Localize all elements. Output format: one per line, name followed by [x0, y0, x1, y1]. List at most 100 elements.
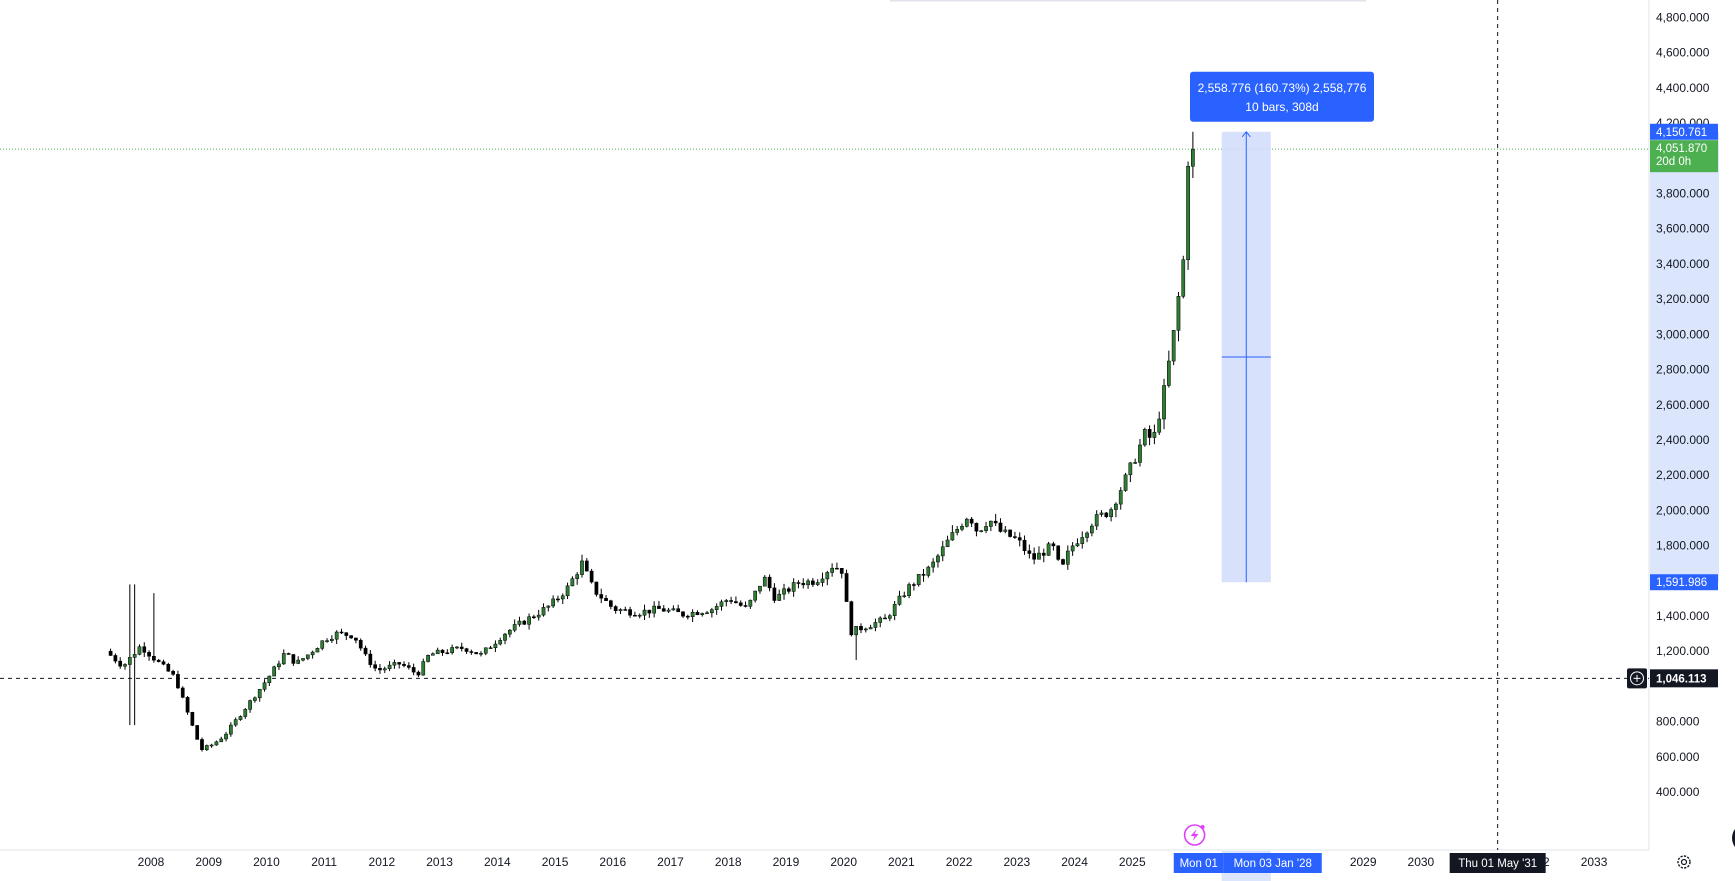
time-axis[interactable]: 2008 2009 2010 2011 2012 2013 2014 2015 2016 2017…: [0, 849, 1649, 881]
candle-body: [647, 609, 652, 614]
candle-body: [113, 655, 118, 662]
candle-body: [339, 631, 344, 634]
countdown-tag-text: 20d 0h: [1656, 156, 1691, 168]
candle-body: [233, 719, 238, 726]
measure-start-date-tag: [1173, 853, 1224, 873]
top-panel-edge: [890, 0, 1366, 2]
candle-body: [378, 668, 382, 671]
last-price-tag: [1650, 140, 1718, 173]
candle-body: [1080, 537, 1085, 544]
candle-body: [916, 574, 921, 585]
candle-body: [469, 651, 474, 653]
candle-body: [806, 580, 810, 586]
candle-body: [1133, 462, 1138, 464]
crosshair-date-tag: [1449, 853, 1546, 873]
candle-body: [907, 584, 911, 597]
price-axis[interactable]: 400.000 600.000 800.000 1,200.000 1,400.000 1…: [1648, 0, 1719, 850]
candle-body: [661, 608, 666, 612]
candle-body: [440, 649, 445, 653]
candle-body: [589, 570, 594, 583]
candle-body: [652, 605, 656, 614]
candle-body: [594, 581, 599, 595]
candle-body: [503, 633, 507, 641]
candle-body: [743, 605, 748, 607]
candle-body: [719, 601, 724, 607]
candle-body: [200, 739, 204, 750]
candle-body: [464, 648, 469, 652]
candle-body: [166, 663, 171, 672]
candle-body: [310, 651, 315, 656]
candle-body: [546, 605, 551, 608]
candle-body: [642, 609, 647, 616]
time-tick-label: 2017: [657, 855, 684, 869]
add-alert-button[interactable]: [1627, 668, 1647, 689]
candle-body: [195, 725, 200, 740]
candle-body: [796, 582, 801, 584]
candle-body: [685, 615, 690, 618]
candle-body: [902, 595, 907, 598]
candle-body: [1017, 537, 1022, 541]
measure-tooltip-line2: 10 bars, 308d: [1245, 100, 1318, 114]
candle-body: [507, 629, 512, 635]
chart-settings-button[interactable]: [1677, 855, 1691, 869]
time-tick-label: 2033: [1581, 855, 1608, 869]
candle-body: [926, 566, 931, 576]
candle-body: [633, 614, 637, 617]
price-tick-label: 400.000: [1656, 785, 1700, 799]
candle-body: [137, 646, 142, 655]
edge-button[interactable]: [1732, 823, 1735, 853]
time-tick-label: 2009: [195, 855, 222, 869]
candle-body: [1162, 385, 1166, 420]
time-tick-label: 2022: [946, 855, 973, 869]
candle-body: [479, 653, 483, 655]
candle-body: [426, 655, 430, 662]
candle-body: [161, 661, 166, 665]
price-tags: 4,150.761 4,051.870 20d 0h 1,591.986 1,0…: [1627, 123, 1718, 689]
candle-body: [1075, 543, 1080, 547]
time-tick-label: 2008: [138, 855, 165, 869]
candle-body: [358, 639, 363, 649]
candle-body: [618, 609, 623, 611]
candle-body: [1123, 474, 1128, 491]
candle-body: [863, 628, 868, 631]
candle-body: [248, 700, 252, 710]
candle-body: [368, 653, 373, 665]
reference-price-tag: [1650, 669, 1718, 688]
candle-body: [1085, 532, 1089, 538]
candle-body: [536, 614, 541, 618]
candle-body: [118, 660, 123, 667]
candle-body: [142, 646, 147, 653]
candle-body: [998, 522, 1003, 532]
candle-body: [532, 616, 536, 618]
flash-icon[interactable]: [1183, 824, 1206, 846]
candle-body: [1138, 444, 1142, 463]
candle-body: [580, 560, 584, 575]
candle-body: [123, 664, 127, 667]
price-tick-label: 1,400.000: [1656, 609, 1710, 623]
candle-body: [334, 631, 339, 640]
measure-end-date-text: Mon 03 Jan '28: [1234, 858, 1312, 870]
candle-body: [820, 578, 825, 583]
candle-body: [695, 612, 700, 615]
candle-body: [209, 744, 214, 747]
candle-body: [887, 615, 892, 619]
time-tick-label: 2029: [1350, 855, 1377, 869]
measure-end-date-tag: [1223, 853, 1322, 873]
candle-body: [1041, 552, 1046, 556]
price-tick-label: 3,400.000: [1656, 257, 1710, 271]
candle-body: [185, 697, 190, 713]
time-tick-label: 2021: [888, 855, 915, 869]
candle-body: [777, 593, 782, 601]
candle-body: [628, 609, 632, 616]
candle-body: [560, 595, 565, 600]
measure-high-tag-text: 4,150.761: [1656, 127, 1707, 139]
candle-body: [291, 654, 296, 664]
measure-tool[interactable]: [1221, 130, 1271, 583]
candle-body: [993, 520, 998, 524]
candle-body: [782, 588, 786, 595]
candle-body: [676, 608, 681, 613]
price-tick-label: 2,600.000: [1656, 398, 1710, 412]
candle-body: [522, 620, 527, 625]
candle-body: [238, 716, 243, 720]
